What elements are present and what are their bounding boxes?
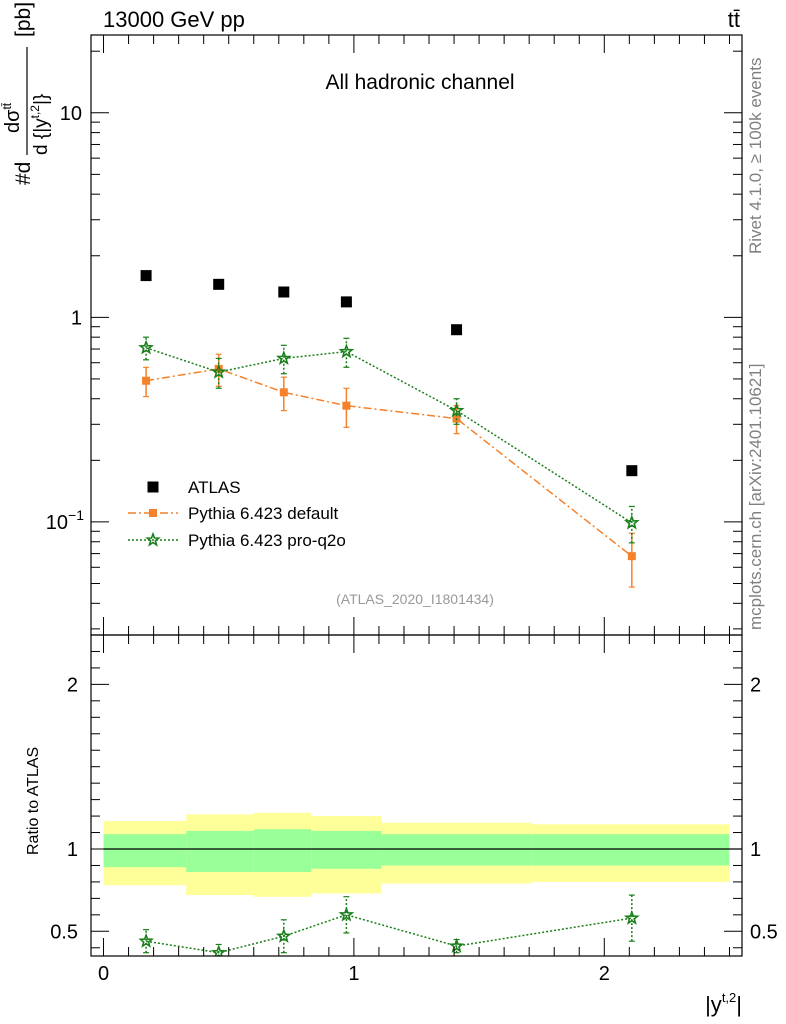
green-band	[311, 830, 382, 869]
data-point	[275, 927, 292, 943]
data-point	[140, 270, 152, 282]
data-point	[448, 937, 465, 953]
data-point	[138, 339, 154, 355]
main-y-axis-label: #d dσtt̄ d {|yt,2|} [pb]	[0, 2, 52, 185]
main-series-group	[138, 270, 640, 588]
ratio-y-tick-label: 0.5	[50, 921, 78, 943]
data-point	[210, 363, 227, 379]
ratio-y-tick-label-right: 1	[750, 839, 761, 861]
legend-marker	[145, 531, 161, 547]
data-point	[448, 402, 465, 418]
mcplots-label: mcplots.cern.ch [arXiv:2401.10621]	[746, 364, 765, 630]
legend-marker	[149, 509, 157, 517]
data-point	[278, 286, 290, 298]
y-tick-label-base: 10	[46, 512, 68, 534]
data-point	[623, 909, 640, 925]
green-band	[381, 834, 532, 866]
energy-label: 13000 GeV pp	[103, 7, 245, 32]
svg-text:#d: #d	[12, 162, 35, 185]
ratio-series-group	[138, 894, 640, 956]
legend-label: Pythia 6.423 default	[188, 504, 339, 523]
svg-text:d {|yt,2|}: d {|yt,2|}	[28, 94, 52, 155]
data-point	[138, 932, 154, 948]
data-point	[338, 343, 355, 359]
series-line-0	[145, 914, 632, 954]
x-tick-label: 0	[98, 963, 109, 985]
data-point	[627, 552, 636, 561]
green-band	[186, 830, 254, 873]
y-tick-label: 1	[71, 307, 82, 329]
plot-title: All hadronic channel	[325, 71, 514, 94]
svg-text:dσtt̄: dσtt̄	[0, 102, 24, 133]
ratio-axes: 0.5 0.5 1 1 2 2 0 1 2	[50, 634, 778, 985]
data-point	[279, 388, 288, 397]
data-point	[626, 465, 638, 477]
ratio-y-axis-label: Ratio to ATLAS	[25, 747, 42, 855]
ratio-uncertainty-bands	[103, 812, 742, 897]
series-line-1	[145, 368, 633, 557]
green-band	[103, 834, 187, 868]
process-label: tt̄	[728, 7, 740, 32]
legend-label: Pythia 6.423 pro-q2o	[188, 531, 346, 550]
data-point	[623, 514, 640, 530]
x-tick-label: 1	[348, 963, 359, 985]
ratio-y-tick-label-right: 2	[750, 674, 761, 696]
legend: ATLAS Pythia 6.423 default Pythia 6.423 pr…	[128, 478, 346, 550]
legend-marker	[147, 481, 159, 493]
data-point	[142, 376, 151, 385]
x-axis-label: |yt,2|	[705, 990, 742, 1017]
data-point	[338, 906, 355, 922]
rivet-version-label: Rivet 4.1.0, ≥ 100k events	[746, 58, 765, 254]
y-tick-label: 10−1	[46, 507, 84, 534]
ratio-y-tick-label-right: 0.5	[750, 921, 778, 943]
data-point	[342, 401, 351, 410]
data-point	[210, 944, 227, 956]
data-point	[275, 350, 292, 366]
legend-label: ATLAS	[188, 478, 241, 497]
data-point	[213, 278, 225, 290]
svg-text:[pb]: [pb]	[12, 2, 35, 37]
analysis-label: (ATLAS_2020_I1801434)	[336, 591, 494, 607]
x-tick-label: 2	[599, 963, 610, 985]
y-tick-label-exp: −1	[68, 507, 84, 523]
green-band	[253, 829, 312, 873]
data-point	[340, 296, 352, 308]
ratio-frame	[90, 634, 743, 957]
ratio-y-tick-label: 2	[67, 674, 78, 696]
y-tick-label: 10	[60, 103, 82, 125]
green-band	[531, 834, 730, 866]
ratio-y-tick-label: 1	[67, 839, 78, 861]
series-line-2	[145, 347, 633, 524]
data-point	[451, 324, 463, 336]
data-point	[214, 364, 223, 373]
